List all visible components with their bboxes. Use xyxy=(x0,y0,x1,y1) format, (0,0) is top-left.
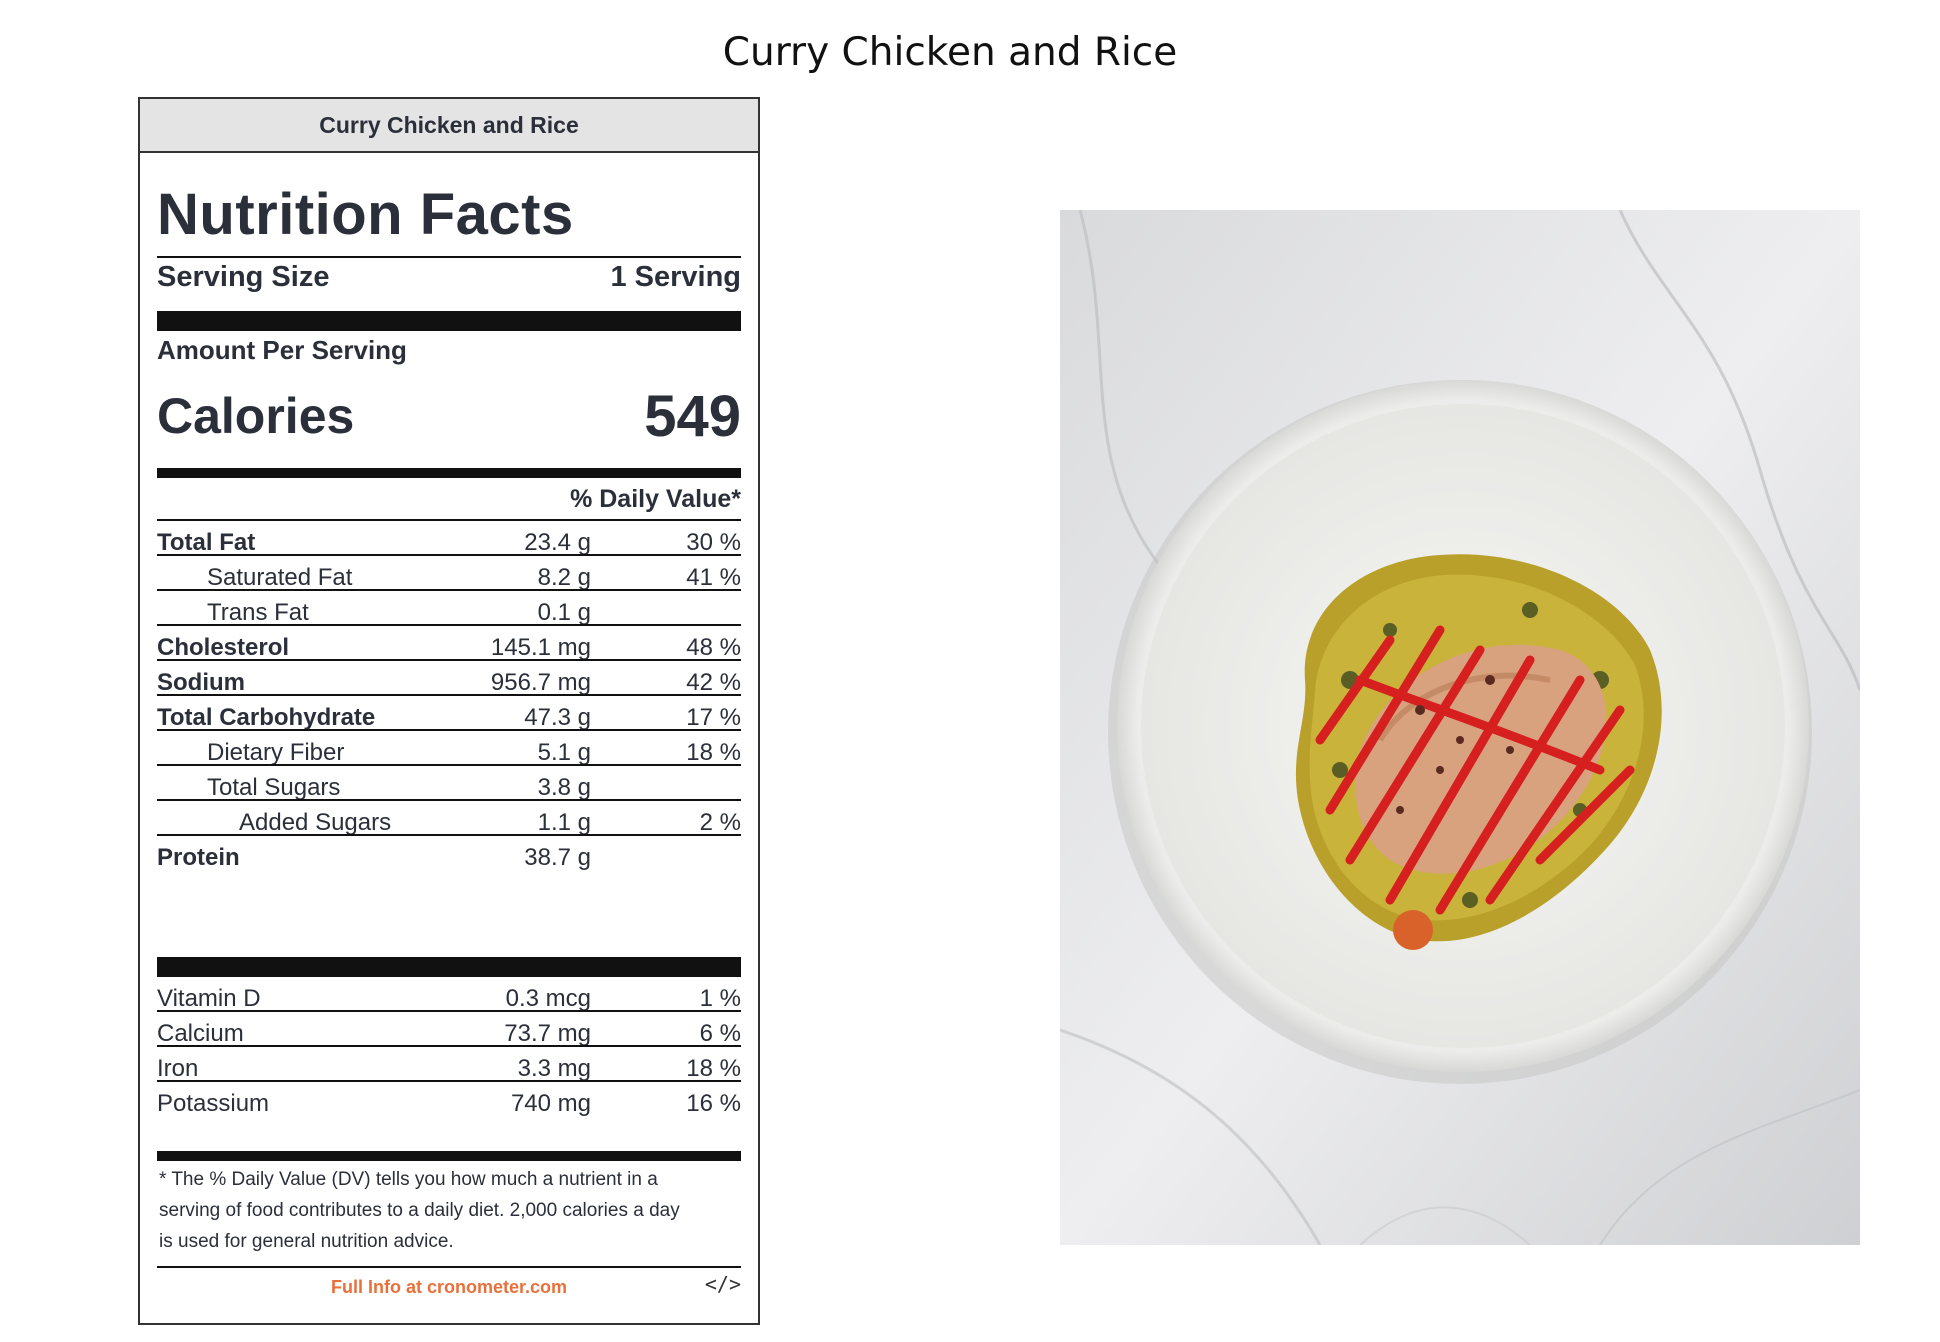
nutrient-amount: 8.2 g xyxy=(537,564,591,591)
row-divider xyxy=(157,1010,741,1012)
nutrient-name: Dietary Fiber xyxy=(207,739,345,766)
nutrient-name: Total Carbohydrate xyxy=(157,704,376,731)
nutrient-row-vitamin-d: Vitamin D 0.3 mcg 1 % xyxy=(157,977,741,1020)
nutrient-name: Trans Fat xyxy=(207,599,309,626)
nutrient-amount: 956.7 mg xyxy=(490,669,591,696)
divider-thin xyxy=(157,256,741,258)
nutrient-amount: 0.1 g xyxy=(537,599,591,626)
nutrient-row-dietary-fiber: Dietary Fiber 5.1 g 18 % xyxy=(157,731,741,774)
nutrient-name: Protein xyxy=(157,844,240,871)
nutrient-row-iron: Iron 3.3 mg 18 % xyxy=(157,1047,741,1090)
nutrient-name: Iron xyxy=(157,1055,199,1082)
nutrient-name: Potassium xyxy=(157,1090,270,1117)
row-divider xyxy=(157,729,741,731)
nutrient-name: Cholesterol xyxy=(157,634,290,661)
cronometer-link[interactable]: Full Info at cronometer.com xyxy=(330,1277,568,1297)
nutrient-daily-value: 16 % xyxy=(686,1090,741,1117)
footnote-line: is used for general nutrition advice. xyxy=(159,1231,454,1252)
nutrient-row-trans-fat: Trans Fat 0.1 g xyxy=(157,591,741,634)
curry-chicken-bowl-icon xyxy=(1060,210,1860,1245)
nutrient-name: Total Sugars xyxy=(207,774,341,801)
row-divider xyxy=(157,764,741,766)
footnote: * The % Daily Value (DV) tells you how m… xyxy=(159,1164,741,1257)
label-header: Curry Chicken and Rice xyxy=(140,99,758,153)
nutrient-daily-value: 30 % xyxy=(686,529,741,556)
nutrient-row-added-sugars: Added Sugars 1.1 g 2 % xyxy=(157,801,741,844)
divider-thin xyxy=(157,1266,741,1268)
nutrient-row-calcium: Calcium 73.7 mg 6 % xyxy=(157,1012,741,1055)
nutrient-name: Added Sugars xyxy=(239,809,392,836)
nutrient-row-total-fat: Total Fat 23.4 g 30 % xyxy=(157,521,741,564)
page-title: Curry Chicken and Rice xyxy=(722,30,1178,75)
divider-medium xyxy=(157,1151,741,1161)
nutrient-daily-value: 2 % xyxy=(699,809,741,836)
serving-size-row: Serving Size 1 Serving xyxy=(157,261,741,294)
nutrient-name: Vitamin D xyxy=(157,985,261,1012)
divider-medium xyxy=(157,468,741,478)
daily-value-header: % Daily Value* xyxy=(570,485,741,513)
nutrient-name: Total Fat xyxy=(157,529,256,556)
serving-size-label: Serving Size xyxy=(157,261,330,293)
nutrient-amount: 23.4 g xyxy=(524,529,591,556)
row-divider xyxy=(157,659,741,661)
nutrient-name: Calcium xyxy=(157,1020,244,1047)
nutrient-daily-value: 42 % xyxy=(686,669,741,696)
nutrient-amount: 47.3 g xyxy=(524,704,591,731)
nutrient-row-cholesterol: Cholesterol 145.1 mg 48 % xyxy=(157,626,741,669)
footnote-line: * The % Daily Value (DV) tells you how m… xyxy=(159,1169,658,1190)
row-divider xyxy=(157,624,741,626)
nutrient-daily-value: 17 % xyxy=(686,704,741,731)
nutrient-amount: 38.7 g xyxy=(524,844,591,871)
row-divider xyxy=(157,589,741,591)
divider-thick xyxy=(157,311,741,331)
serving-size-value: 1 Serving xyxy=(610,261,741,293)
divider-thick xyxy=(157,957,741,977)
nutrient-amount: 5.1 g xyxy=(537,739,591,766)
nutrient-daily-value: 48 % xyxy=(686,634,741,661)
nutrient-amount: 3.3 mg xyxy=(517,1055,591,1082)
nutrient-name: Saturated Fat xyxy=(207,564,353,591)
nutrient-daily-value: 1 % xyxy=(699,985,741,1012)
nutrient-row-total-carbohydrate: Total Carbohydrate 47.3 g 17 % xyxy=(157,696,741,739)
nutrition-label: Curry Chicken and Rice Nutrition Facts S… xyxy=(138,97,760,1325)
nutrient-daily-value: 18 % xyxy=(686,1055,741,1082)
food-photo xyxy=(1060,210,1860,1245)
row-divider xyxy=(157,1080,741,1082)
nutrient-row-sodium: Sodium 956.7 mg 42 % xyxy=(157,661,741,704)
nutrient-amount: 73.7 mg xyxy=(504,1020,591,1047)
calories-row: Calories 549 xyxy=(157,384,741,449)
nutrient-amount: 145.1 mg xyxy=(490,634,591,661)
row-divider xyxy=(157,1045,741,1047)
nutrient-row-protein: Protein 38.7 g xyxy=(157,836,741,879)
calories-value: 549 xyxy=(644,384,741,449)
divider-thin xyxy=(157,519,741,521)
nutrition-facts-title: Nutrition Facts xyxy=(157,182,574,247)
calories-label: Calories xyxy=(157,388,355,444)
nutrient-name: Sodium xyxy=(157,669,245,696)
amount-per-serving: Amount Per Serving xyxy=(157,335,407,365)
nutrient-amount: 0.3 mcg xyxy=(505,985,591,1012)
nutrient-daily-value: 6 % xyxy=(699,1020,741,1047)
row-divider xyxy=(157,554,741,556)
embed-code-icon[interactable]: </> xyxy=(704,1272,741,1296)
nutrient-amount: 3.8 g xyxy=(537,774,591,801)
nutrient-amount: 740 mg xyxy=(510,1090,591,1117)
footnote-line: serving of food contributes to a daily d… xyxy=(159,1200,680,1221)
nutrient-row-total-sugars: Total Sugars 3.8 g xyxy=(157,766,741,809)
nutrient-row-saturated-fat: Saturated Fat 8.2 g 41 % xyxy=(157,556,741,599)
nutrient-amount: 1.1 g xyxy=(537,809,591,836)
nutrient-daily-value: 41 % xyxy=(686,564,741,591)
nutrient-row-potassium: Potassium 740 mg 16 % xyxy=(157,1082,741,1125)
row-divider xyxy=(157,694,741,696)
row-divider xyxy=(157,834,741,836)
nutrient-daily-value: 18 % xyxy=(686,739,741,766)
row-divider xyxy=(157,799,741,801)
